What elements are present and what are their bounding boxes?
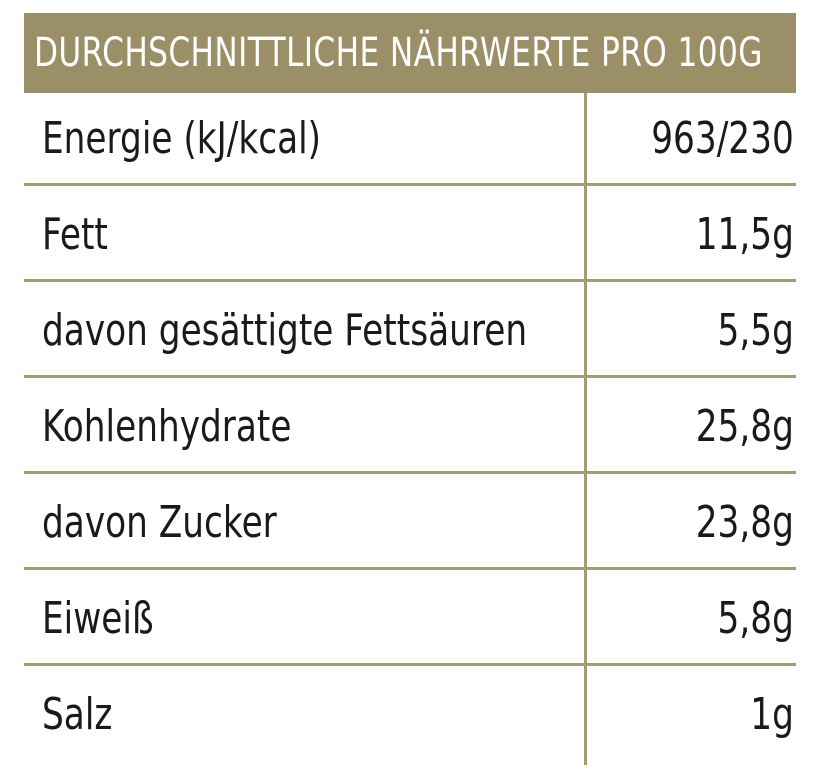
table-row-fat: Fett 11,5g: [24, 189, 796, 282]
table-row-carbohydrates: Kohlenhydrate 25,8g: [24, 381, 796, 474]
table-header: DURCHSCHNITTLICHE NÄHRWERTE PRO 100G: [24, 13, 796, 93]
table-row-sugar: davon Zucker 23,8g: [24, 477, 796, 570]
row-value: 1g: [750, 689, 794, 740]
row-divider: [24, 279, 796, 282]
column-divider: [584, 93, 587, 765]
table-row-salt: Salz 1g: [24, 669, 796, 762]
row-divider: [24, 183, 796, 186]
row-value: 25,8g: [695, 401, 794, 452]
row-divider: [24, 663, 796, 666]
row-label: Salz: [42, 689, 113, 740]
row-value: 963/230: [651, 113, 794, 164]
table-row-energy: Energie (kJ/kcal) 963/230: [24, 93, 796, 186]
row-value: 5,5g: [717, 305, 794, 356]
row-divider: [24, 471, 796, 474]
row-divider: [24, 567, 796, 570]
row-label: Kohlenhydrate: [42, 401, 292, 452]
row-label: davon Zucker: [42, 497, 277, 548]
row-value: 11,5g: [695, 209, 794, 260]
row-label: Energie (kJ/kcal): [42, 113, 322, 164]
table-row-saturated-fat: davon gesättigte Fettsäuren 5,5g: [24, 285, 796, 378]
table-header-text: DURCHSCHNITTLICHE NÄHRWERTE PRO 100G: [34, 30, 763, 76]
row-label: davon gesättigte Fettsäuren: [42, 305, 528, 356]
nutrition-table: DURCHSCHNITTLICHE NÄHRWERTE PRO 100G Ene…: [24, 13, 796, 765]
table-row-protein: Eiweiß 5,8g: [24, 573, 796, 666]
row-divider: [24, 375, 796, 378]
row-label: Fett: [42, 209, 108, 260]
row-value: 5,8g: [717, 593, 794, 644]
row-label: Eiweiß: [42, 593, 154, 644]
row-value: 23,8g: [695, 497, 794, 548]
